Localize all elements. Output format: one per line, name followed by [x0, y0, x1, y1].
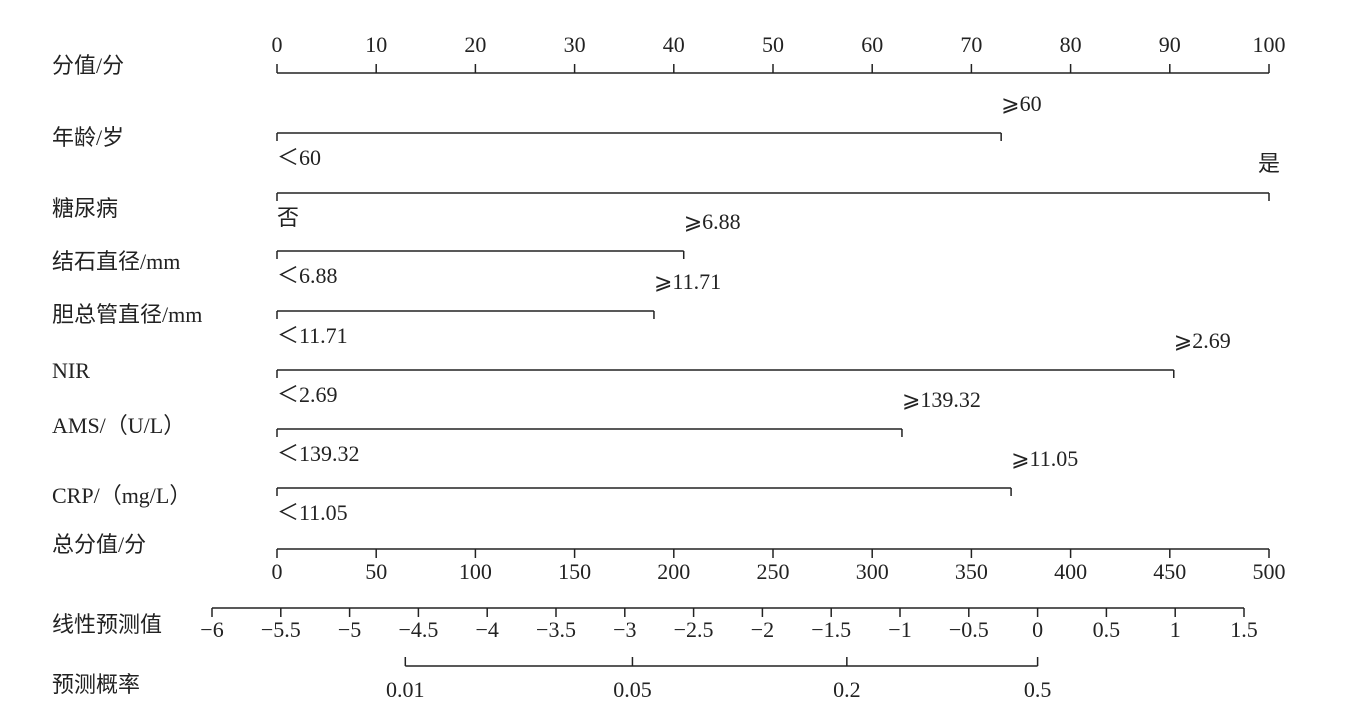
- level-label: ＜11.71: [277, 323, 348, 348]
- row-label: 胆总管直径/mm: [52, 302, 202, 327]
- tick-label: −2: [751, 617, 774, 642]
- tick-label: 500: [1253, 559, 1286, 584]
- tick-label: 0: [1032, 617, 1043, 642]
- tick-label: 0.5: [1024, 677, 1052, 702]
- tick-label: 0.05: [613, 677, 652, 702]
- row-label: 糖尿病: [52, 196, 118, 221]
- level-label: 是: [1258, 151, 1280, 176]
- tick-label: 0.5: [1093, 617, 1121, 642]
- level-label: ⩾60: [1001, 91, 1041, 116]
- tick-label: 0.2: [833, 677, 861, 702]
- level-label: 否: [277, 205, 299, 230]
- row-label: 预测概率: [52, 672, 140, 697]
- tick-label: 150: [558, 559, 591, 584]
- level-label: ＜2.69: [277, 382, 338, 407]
- tick-label: 0: [272, 32, 283, 57]
- tick-label: 100: [459, 559, 492, 584]
- tick-label: 200: [657, 559, 690, 584]
- tick-label: 80: [1060, 32, 1082, 57]
- tick-label: 450: [1153, 559, 1186, 584]
- tick-label: −4: [475, 617, 498, 642]
- tick-label: 1: [1170, 617, 1181, 642]
- tick-label: 0.01: [386, 677, 425, 702]
- tick-label: −6: [200, 617, 223, 642]
- level-label: ⩾6.88: [684, 209, 741, 234]
- tick-label: 300: [856, 559, 889, 584]
- level-label: ⩾139.32: [902, 387, 981, 412]
- tick-label: 30: [564, 32, 586, 57]
- row-label: 总分值/分: [52, 532, 146, 557]
- tick-label: 350: [955, 559, 988, 584]
- row-label: 分值/分: [52, 53, 124, 78]
- level-label: ⩾11.71: [654, 269, 721, 294]
- row-label: NIR: [52, 358, 90, 383]
- tick-label: −1.5: [811, 617, 851, 642]
- tick-label: −5: [338, 617, 361, 642]
- row-label: 结石直径/mm: [52, 249, 180, 274]
- level-label: ＜60: [277, 145, 321, 170]
- tick-label: 10: [365, 32, 387, 57]
- row-label: CRP/（mg/L）: [52, 483, 191, 508]
- tick-label: −5.5: [261, 617, 301, 642]
- level-label: ＜6.88: [277, 263, 338, 288]
- tick-label: −2.5: [674, 617, 714, 642]
- tick-label: 60: [861, 32, 883, 57]
- tick-label: 400: [1054, 559, 1087, 584]
- level-label: ⩾11.05: [1011, 446, 1078, 471]
- tick-label: −4.5: [398, 617, 438, 642]
- row-label: 线性预测值: [52, 612, 162, 637]
- level-label: ＜139.32: [277, 441, 360, 466]
- tick-label: 50: [762, 32, 784, 57]
- tick-label: 250: [757, 559, 790, 584]
- row-label: AMS/（U/L）: [52, 413, 185, 438]
- tick-label: −1: [888, 617, 911, 642]
- tick-label: 70: [960, 32, 982, 57]
- tick-label: 0: [272, 559, 283, 584]
- tick-label: 90: [1159, 32, 1181, 57]
- tick-label: −0.5: [949, 617, 989, 642]
- tick-label: −3.5: [536, 617, 576, 642]
- tick-label: 100: [1253, 32, 1286, 57]
- tick-label: −3: [613, 617, 636, 642]
- tick-label: 40: [663, 32, 685, 57]
- tick-label: 20: [464, 32, 486, 57]
- level-label: ＜11.05: [277, 500, 348, 525]
- tick-label: 50: [365, 559, 387, 584]
- level-label: ⩾2.69: [1174, 328, 1231, 353]
- tick-label: 1.5: [1230, 617, 1258, 642]
- row-label: 年龄/岁: [52, 125, 124, 150]
